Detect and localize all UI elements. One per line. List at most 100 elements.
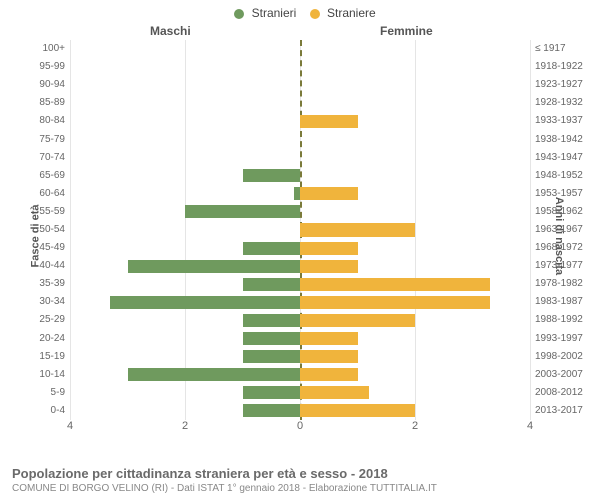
- y-tick-birth: 2013-2017: [535, 405, 590, 416]
- y-tick-birth: 2008-2012: [535, 387, 590, 398]
- bar-female: [300, 386, 369, 399]
- bar-female: [300, 278, 490, 291]
- y-tick-age: 10-14: [10, 369, 65, 380]
- y-tick-age: 80-84: [10, 115, 65, 126]
- age-row: [70, 278, 530, 291]
- y-tick-birth: 1983-1987: [535, 296, 590, 307]
- y-tick-birth: 2003-2007: [535, 369, 590, 380]
- x-tick-label: 2: [182, 420, 188, 432]
- age-row: [70, 314, 530, 327]
- y-tick-age: 5-9: [10, 387, 65, 398]
- bar-female: [300, 350, 358, 363]
- population-pyramid-chart: Stranieri Straniere Maschi Femmine Fasce…: [0, 0, 600, 500]
- y-tick-age: 45-49: [10, 242, 65, 253]
- y-tick-age: 30-34: [10, 296, 65, 307]
- bar-male: [243, 350, 301, 363]
- y-tick-age: 85-89: [10, 97, 65, 108]
- bar-female: [300, 368, 358, 381]
- bar-female: [300, 404, 415, 417]
- y-tick-age: 20-24: [10, 333, 65, 344]
- legend: Stranieri Straniere: [0, 6, 600, 20]
- y-tick-birth: 1953-1957: [535, 188, 590, 199]
- y-tick-birth: 1973-1977: [535, 260, 590, 271]
- age-row: [70, 133, 530, 146]
- y-tick-age: 60-64: [10, 188, 65, 199]
- bar-male: [243, 386, 301, 399]
- age-row: [70, 97, 530, 110]
- legend-swatch-female: [310, 9, 320, 19]
- y-tick-birth: 1948-1952: [535, 170, 590, 181]
- x-tick-label: 4: [527, 420, 533, 432]
- plot-area: 42024: [70, 40, 530, 440]
- y-tick-age: 15-19: [10, 351, 65, 362]
- y-tick-birth: 1978-1982: [535, 278, 590, 289]
- age-row: [70, 223, 530, 236]
- y-tick-birth: 1918-1922: [535, 61, 590, 72]
- age-row: [70, 350, 530, 363]
- y-tick-age: 75-79: [10, 134, 65, 145]
- y-tick-birth: 1943-1947: [535, 152, 590, 163]
- age-row: [70, 242, 530, 255]
- bar-male: [128, 260, 301, 273]
- y-tick-birth: 1998-2002: [535, 351, 590, 362]
- age-row: [70, 296, 530, 309]
- age-row: [70, 43, 530, 56]
- column-title-male: Maschi: [150, 24, 191, 38]
- y-tick-age: 0-4: [10, 405, 65, 416]
- age-row: [70, 115, 530, 128]
- y-tick-age: 70-74: [10, 152, 65, 163]
- y-tick-birth: 1968-1972: [535, 242, 590, 253]
- bar-male: [243, 278, 301, 291]
- age-row: [70, 205, 530, 218]
- age-row: [70, 260, 530, 273]
- y-tick-age: 90-94: [10, 79, 65, 90]
- bar-female: [300, 260, 358, 273]
- y-tick-birth: 1938-1942: [535, 134, 590, 145]
- y-tick-age: 95-99: [10, 61, 65, 72]
- y-tick-age: 65-69: [10, 170, 65, 181]
- bar-male: [243, 169, 301, 182]
- column-title-female: Femmine: [380, 24, 433, 38]
- bar-male: [185, 205, 300, 218]
- y-tick-birth: 1923-1927: [535, 79, 590, 90]
- bar-female: [300, 242, 358, 255]
- x-tick-label: 0: [297, 420, 303, 432]
- y-tick-birth: 1963-1967: [535, 224, 590, 235]
- chart-subtitle: COMUNE DI BORGO VELINO (RI) - Dati ISTAT…: [12, 483, 588, 494]
- y-tick-birth: 1993-1997: [535, 333, 590, 344]
- y-tick-age: 35-39: [10, 278, 65, 289]
- bar-female: [300, 115, 358, 128]
- bar-male: [128, 368, 301, 381]
- y-tick-birth: 1958-1962: [535, 206, 590, 217]
- bar-female: [300, 187, 358, 200]
- bar-male: [243, 404, 301, 417]
- bar-male: [110, 296, 300, 309]
- bar-rows: [70, 40, 530, 420]
- bar-male: [243, 242, 301, 255]
- age-row: [70, 169, 530, 182]
- bar-male: [243, 332, 301, 345]
- bar-male: [243, 314, 301, 327]
- age-row: [70, 368, 530, 381]
- age-row: [70, 61, 530, 74]
- chart-footer: Popolazione per cittadinanza straniera p…: [12, 466, 588, 494]
- y-tick-birth: 1933-1937: [535, 115, 590, 126]
- legend-label-male: Stranieri: [252, 6, 297, 20]
- y-tick-age: 40-44: [10, 260, 65, 271]
- age-row: [70, 404, 530, 417]
- age-row: [70, 151, 530, 164]
- chart-title: Popolazione per cittadinanza straniera p…: [12, 466, 588, 481]
- y-tick-birth: 1928-1932: [535, 97, 590, 108]
- y-tick-age: 25-29: [10, 314, 65, 325]
- grid-line: [530, 40, 531, 420]
- legend-swatch-male: [234, 9, 244, 19]
- age-row: [70, 187, 530, 200]
- age-row: [70, 332, 530, 345]
- x-tick-label: 2: [412, 420, 418, 432]
- legend-label-female: Straniere: [327, 6, 376, 20]
- y-tick-age: 55-59: [10, 206, 65, 217]
- bar-female: [300, 314, 415, 327]
- y-tick-birth: ≤ 1917: [535, 43, 590, 54]
- age-row: [70, 386, 530, 399]
- y-tick-age: 100+: [10, 43, 65, 54]
